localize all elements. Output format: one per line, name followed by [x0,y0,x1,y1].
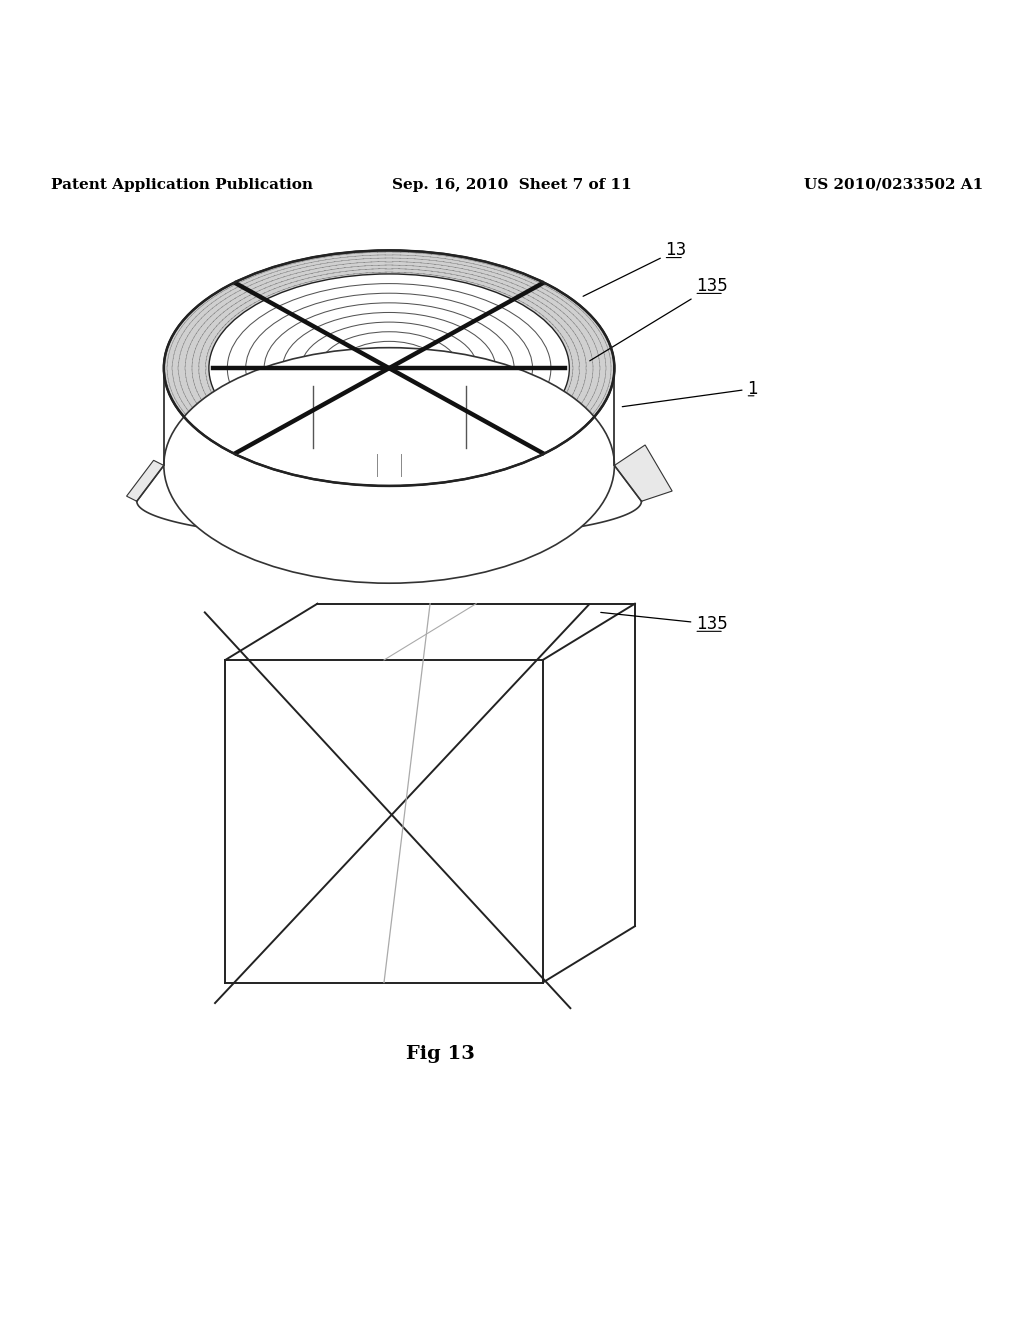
Polygon shape [127,461,164,502]
Ellipse shape [209,275,569,462]
Text: 1: 1 [623,380,758,407]
Text: Fig 12: Fig 12 [406,553,475,572]
Text: 135: 135 [601,612,728,634]
Text: 135: 135 [590,277,728,360]
Text: Sep. 16, 2010  Sheet 7 of 11: Sep. 16, 2010 Sheet 7 of 11 [392,178,632,191]
Polygon shape [614,445,672,502]
Text: Fig 13: Fig 13 [406,1045,475,1063]
Text: US 2010/0233502 A1: US 2010/0233502 A1 [804,178,983,191]
Text: Patent Application Publication: Patent Application Publication [51,178,313,191]
PathPatch shape [164,251,614,486]
Ellipse shape [164,347,614,583]
Text: 13: 13 [583,242,687,296]
